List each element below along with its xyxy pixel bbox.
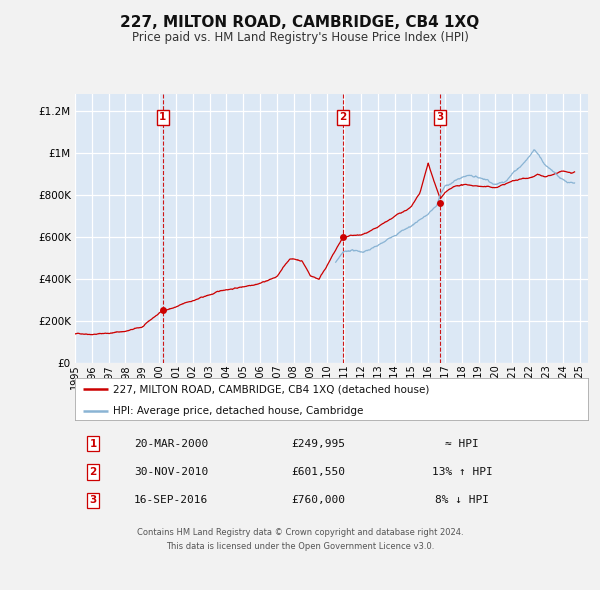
Text: 2: 2 <box>339 112 346 122</box>
Text: 30-NOV-2010: 30-NOV-2010 <box>134 467 208 477</box>
Text: 2: 2 <box>89 467 97 477</box>
Text: £601,550: £601,550 <box>291 467 345 477</box>
Text: 1: 1 <box>89 439 97 448</box>
Text: 20-MAR-2000: 20-MAR-2000 <box>134 439 208 448</box>
Text: 16-SEP-2016: 16-SEP-2016 <box>134 496 208 505</box>
Text: HPI: Average price, detached house, Cambridge: HPI: Average price, detached house, Camb… <box>113 406 364 416</box>
Text: ≈ HPI: ≈ HPI <box>445 439 479 448</box>
Text: 3: 3 <box>437 112 444 122</box>
Text: Price paid vs. HM Land Registry's House Price Index (HPI): Price paid vs. HM Land Registry's House … <box>131 31 469 44</box>
Text: 3: 3 <box>89 496 97 505</box>
Text: £760,000: £760,000 <box>291 496 345 505</box>
Text: 8% ↓ HPI: 8% ↓ HPI <box>435 496 489 505</box>
Text: £249,995: £249,995 <box>291 439 345 448</box>
Text: This data is licensed under the Open Government Licence v3.0.: This data is licensed under the Open Gov… <box>166 542 434 552</box>
Text: 13% ↑ HPI: 13% ↑ HPI <box>431 467 493 477</box>
Text: 227, MILTON ROAD, CAMBRIDGE, CB4 1XQ: 227, MILTON ROAD, CAMBRIDGE, CB4 1XQ <box>121 15 479 30</box>
Text: Contains HM Land Registry data © Crown copyright and database right 2024.: Contains HM Land Registry data © Crown c… <box>137 527 463 537</box>
Text: 227, MILTON ROAD, CAMBRIDGE, CB4 1XQ (detached house): 227, MILTON ROAD, CAMBRIDGE, CB4 1XQ (de… <box>113 385 430 395</box>
Text: 1: 1 <box>159 112 166 122</box>
